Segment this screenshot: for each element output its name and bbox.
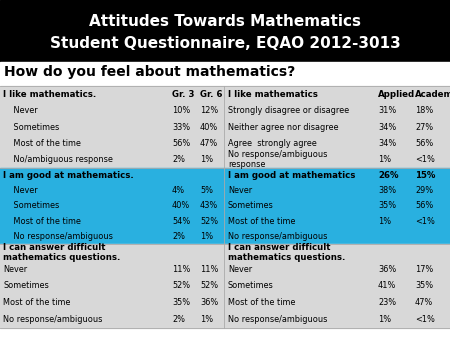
Text: 40%: 40% <box>200 122 218 131</box>
Text: 4%: 4% <box>172 186 185 195</box>
Text: Most of the time: Most of the time <box>228 298 295 307</box>
Text: Never: Never <box>228 186 252 195</box>
Text: 56%: 56% <box>415 139 433 148</box>
Text: Gr. 6: Gr. 6 <box>200 90 222 99</box>
Text: Never: Never <box>3 106 38 115</box>
Text: Most of the time: Most of the time <box>3 139 81 148</box>
Text: How do you feel about mathematics?: How do you feel about mathematics? <box>4 65 295 79</box>
Bar <box>0 168 450 244</box>
Bar <box>0 86 450 168</box>
Text: 52%: 52% <box>200 217 218 226</box>
Text: No response/ambiguous: No response/ambiguous <box>3 315 103 324</box>
Text: 52%: 52% <box>200 282 218 290</box>
Text: 1%: 1% <box>200 315 213 324</box>
Text: 35%: 35% <box>415 282 433 290</box>
Text: Gr. 3: Gr. 3 <box>172 90 194 99</box>
Text: Most of the time: Most of the time <box>228 217 295 226</box>
Text: 18%: 18% <box>415 106 433 115</box>
Text: 47%: 47% <box>200 139 218 148</box>
Bar <box>0 244 450 328</box>
Text: 54%: 54% <box>172 217 190 226</box>
Text: Most of the time: Most of the time <box>3 298 70 307</box>
Text: 43%: 43% <box>200 201 218 211</box>
Text: Strongly disagree or disagree: Strongly disagree or disagree <box>228 106 349 115</box>
Text: Never: Never <box>228 265 252 274</box>
Text: 35%: 35% <box>378 201 396 211</box>
Bar <box>0 0 450 62</box>
Text: 31%: 31% <box>378 106 396 115</box>
Text: Sometimes: Sometimes <box>3 282 49 290</box>
Text: Never: Never <box>3 186 38 195</box>
Text: 17%: 17% <box>415 265 433 274</box>
Text: Student Questionnaire, EQAO 2012-3013: Student Questionnaire, EQAO 2012-3013 <box>50 36 400 51</box>
Text: No/ambiguous response: No/ambiguous response <box>3 155 113 164</box>
Text: <1%: <1% <box>415 315 435 324</box>
Text: 11%: 11% <box>200 265 218 274</box>
Text: I am good at mathematics.: I am good at mathematics. <box>3 171 134 180</box>
Text: 29%: 29% <box>415 186 433 195</box>
Text: 1%: 1% <box>200 232 213 241</box>
Text: Sometimes: Sometimes <box>228 282 274 290</box>
Text: <1%: <1% <box>415 217 435 226</box>
Text: 34%: 34% <box>378 122 396 131</box>
Text: 1%: 1% <box>378 155 391 164</box>
Text: 2%: 2% <box>172 232 185 241</box>
Text: No response/ambiguous
response: No response/ambiguous response <box>228 150 328 169</box>
Text: 27%: 27% <box>415 122 433 131</box>
Text: Most of the time: Most of the time <box>3 217 81 226</box>
Text: 34%: 34% <box>378 139 396 148</box>
Text: Sometimes: Sometimes <box>228 201 274 211</box>
Text: I can answer difficult
mathematics questions.: I can answer difficult mathematics quest… <box>228 243 346 262</box>
Text: 47%: 47% <box>415 298 433 307</box>
Text: No response/ambiguous: No response/ambiguous <box>3 232 113 241</box>
Text: Applied: Applied <box>378 90 415 99</box>
Text: 11%: 11% <box>172 265 190 274</box>
Text: Academic: Academic <box>415 90 450 99</box>
Text: 52%: 52% <box>172 282 190 290</box>
Text: 2%: 2% <box>172 315 185 324</box>
Text: I am good at mathematics: I am good at mathematics <box>228 171 356 180</box>
Text: 1%: 1% <box>378 315 391 324</box>
Text: 41%: 41% <box>378 282 396 290</box>
Text: Attitudes Towards Mathematics: Attitudes Towards Mathematics <box>89 14 361 29</box>
Text: 56%: 56% <box>415 201 433 211</box>
Text: 12%: 12% <box>200 106 218 115</box>
Text: 26%: 26% <box>378 171 399 180</box>
Text: 38%: 38% <box>378 186 396 195</box>
Text: 35%: 35% <box>172 298 190 307</box>
Text: I like mathematics: I like mathematics <box>228 90 318 99</box>
Text: 23%: 23% <box>378 298 396 307</box>
Text: 33%: 33% <box>172 122 190 131</box>
Text: 2%: 2% <box>172 155 185 164</box>
Text: <1%: <1% <box>415 155 435 164</box>
Text: 15%: 15% <box>415 171 436 180</box>
Text: Agree  strongly agree: Agree strongly agree <box>228 139 317 148</box>
Text: Sometimes: Sometimes <box>3 122 59 131</box>
Text: 5%: 5% <box>200 186 213 195</box>
Text: Never: Never <box>3 265 27 274</box>
Text: No response/ambiguous: No response/ambiguous <box>228 232 328 241</box>
Text: 36%: 36% <box>200 298 218 307</box>
Text: 36%: 36% <box>378 265 396 274</box>
Text: 1%: 1% <box>378 217 391 226</box>
Text: No response/ambiguous: No response/ambiguous <box>228 315 328 324</box>
Text: 10%: 10% <box>172 106 190 115</box>
Text: 56%: 56% <box>172 139 190 148</box>
Bar <box>0 62 450 86</box>
Text: Neither agree nor disagree: Neither agree nor disagree <box>228 122 338 131</box>
Text: 40%: 40% <box>172 201 190 211</box>
Text: I like mathematics.: I like mathematics. <box>3 90 96 99</box>
Text: 1%: 1% <box>200 155 213 164</box>
Text: I can answer difficult
mathematics questions.: I can answer difficult mathematics quest… <box>3 243 121 262</box>
Text: Sometimes: Sometimes <box>3 201 59 211</box>
